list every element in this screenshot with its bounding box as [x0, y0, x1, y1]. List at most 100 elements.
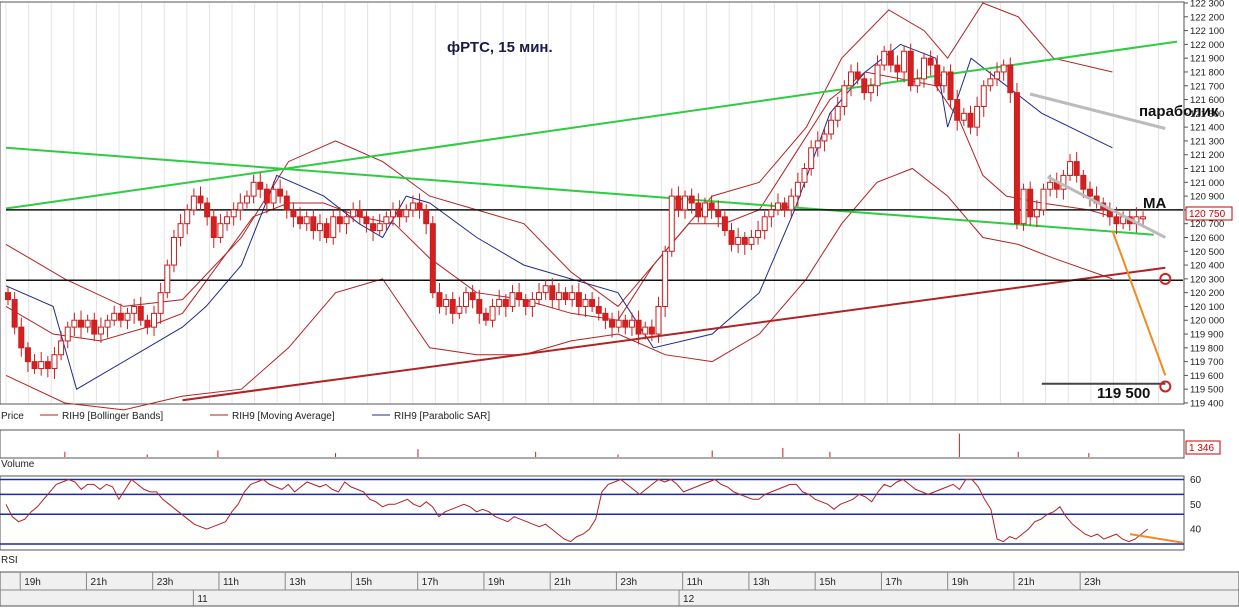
candle-body [356, 209, 363, 218]
candle-body [1033, 209, 1040, 218]
candle-body [549, 285, 556, 301]
candle-body [97, 326, 104, 335]
candle-body [38, 361, 45, 370]
parabolic-gray-arrow [1029, 92, 1166, 130]
candle-body [728, 230, 735, 245]
candle-body [376, 223, 383, 232]
candle-body [277, 188, 284, 197]
candle-body [137, 305, 144, 321]
candle-body [688, 195, 695, 204]
candle-body [350, 209, 357, 218]
candle-body [516, 292, 523, 301]
legend-price: Price [1, 411, 24, 422]
volume-last-label: 1 346 [1189, 443, 1214, 454]
candle-body [881, 50, 888, 66]
time-tick-label: 17h [422, 577, 439, 588]
price-tick-label: 120 400 [1190, 261, 1224, 272]
candle-body [934, 64, 941, 87]
ma-gray-arrow [1046, 175, 1166, 239]
candle-body [104, 319, 111, 328]
price-tick-label: 122 300 [1190, 0, 1224, 10]
candle-body [489, 305, 496, 321]
bollinger-lower-band [5, 167, 1113, 411]
time-tick-label: 11h [223, 577, 239, 588]
candle-body [463, 292, 470, 307]
candle-body [940, 71, 947, 87]
candle-body [1073, 161, 1080, 176]
candle-body [389, 209, 396, 218]
rsi-tick-label: 40 [1190, 525, 1202, 536]
price-tick-label: 120 300 [1190, 274, 1224, 285]
candle-body [170, 236, 177, 266]
candle-body [363, 216, 370, 225]
price-tick-label: 120 600 [1190, 233, 1224, 244]
rsi-panel-frame [0, 475, 1185, 551]
candle-body [1140, 216, 1147, 220]
candle-body [204, 202, 211, 218]
candle-body [303, 216, 310, 225]
rsi-line [5, 478, 1149, 543]
candle-body [788, 195, 795, 211]
candle-body [536, 292, 543, 301]
price-tick-label: 120 700 [1190, 219, 1224, 230]
candle-body [542, 285, 549, 294]
candle-body [569, 292, 576, 301]
candle-body [509, 292, 516, 307]
candle-body [595, 305, 602, 314]
price-panel-frame [0, 1, 1185, 405]
candle-body [874, 64, 881, 87]
candle-body [987, 78, 994, 87]
candle-body [436, 292, 443, 307]
candle-body [469, 292, 476, 301]
time-tick-label: 11h [687, 577, 703, 588]
candle-body [642, 326, 649, 335]
candle-body [947, 71, 954, 101]
candle-body [854, 71, 861, 80]
candle-body [423, 209, 430, 225]
candle-body [297, 216, 304, 225]
time-tick-label: 13h [289, 577, 306, 588]
candle-body [51, 354, 58, 370]
legend-sar: RIH9 [Parabolic SAR] [394, 411, 490, 422]
price-tick-label: 120 200 [1190, 288, 1224, 299]
candle-body [735, 236, 742, 245]
candle-body [994, 71, 1001, 80]
candle-body [808, 147, 815, 170]
candle-body [124, 312, 131, 321]
candle-body [383, 216, 390, 225]
current-price-box [1185, 206, 1233, 221]
price-tick-label: 122 100 [1190, 26, 1224, 37]
price-tick-label: 121 100 [1190, 164, 1224, 175]
candle-body [164, 264, 171, 294]
candle-body [403, 209, 410, 218]
candle-body [1113, 216, 1120, 225]
candle-body [522, 299, 529, 307]
candle-body [781, 202, 788, 211]
candle-body [662, 250, 669, 307]
candle-body [801, 168, 808, 183]
rsi-label: RSI [1, 555, 18, 566]
candle-body [429, 223, 436, 294]
candle-body [967, 112, 974, 128]
date-tick-label: 12 [683, 594, 695, 605]
time-axis-frame [0, 571, 1239, 607]
candle-body [449, 299, 456, 314]
candle-body [867, 85, 874, 94]
candle-body [814, 140, 821, 149]
candle-body [91, 319, 98, 335]
candle-body [954, 99, 961, 121]
candle-body [330, 216, 337, 238]
candle-body [283, 195, 290, 211]
candle-body [370, 223, 377, 232]
ma-label: МА [1143, 195, 1166, 212]
candle-body [582, 299, 589, 307]
candle-body [615, 319, 622, 328]
candle-body [443, 299, 450, 307]
time-tick-label: 15h [819, 577, 836, 588]
price-tick-label: 121 800 [1190, 67, 1224, 78]
price-tick-label: 121 200 [1190, 150, 1224, 161]
candle-body [635, 319, 642, 335]
price-tick-label: 121 600 [1190, 95, 1224, 106]
candle-body [1047, 181, 1054, 190]
